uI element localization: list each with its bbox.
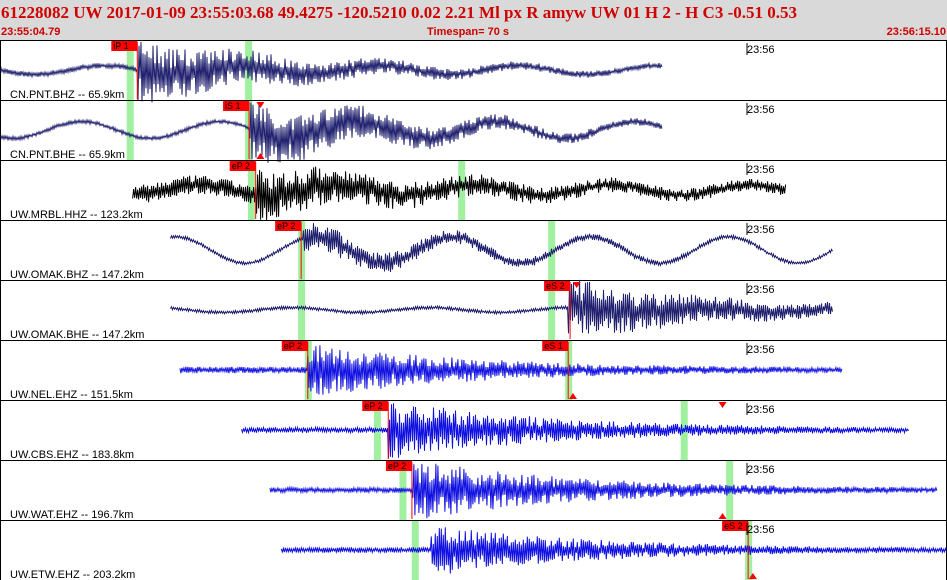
minute-tick-label: 23:56	[747, 104, 775, 116]
station-channel-label: UW.OMAK.BHZ -- 147.2km	[10, 269, 144, 281]
minute-tick-label: 23:56	[747, 44, 775, 56]
minute-tick-label: 23:56	[747, 464, 775, 476]
phase-pick-label: eS 2	[546, 281, 565, 291]
event-summary-title: 61228082 UW 2017-01-09 23:55:03.68 49.42…	[1, 3, 797, 22]
pick-window-band	[411, 521, 419, 580]
phase-pick-flag[interactable]	[111, 41, 138, 51]
station-channel-label: UW.OMAK.BHE -- 147.2km	[10, 329, 144, 341]
window-start-time: 23:55:04.79	[1, 26, 61, 38]
polarity-up-marker	[256, 153, 265, 159]
waveform-trace	[170, 279, 833, 334]
station-channel-label: UW.CBS.EHZ -- 183.8km	[10, 449, 134, 461]
phase-pick-label: eS 1	[544, 341, 563, 351]
trace-row[interactable]: iS 1 23:56 CN.PNT.BHE -- 65.9km	[0, 101, 947, 163]
phase-pick-flag[interactable]	[362, 401, 389, 411]
minute-tick-label: 23:56	[747, 524, 775, 536]
polarity-down-marker	[718, 402, 727, 408]
phase-pick-flag[interactable]	[275, 221, 302, 231]
trace-row[interactable]: eS 2 23:56 UW.ETW.EHZ -- 203.2km	[0, 521, 947, 580]
phase-pick-label: eS 2	[724, 521, 743, 531]
waveform-trace	[241, 403, 909, 459]
phase-pick-flag[interactable]	[544, 281, 571, 291]
trace-row[interactable]: eP 2 23:56 UW.WAT.EHZ -- 196.7km	[0, 461, 947, 521]
waveform-trace	[280, 527, 947, 574]
polarity-up-marker	[718, 513, 727, 519]
pick-window-band	[458, 161, 466, 220]
minute-tick-label: 23:56	[747, 344, 775, 356]
trace-row[interactable]: eP 2 23:56 UW.OMAK.BHZ -- 147.2km	[0, 221, 947, 281]
trace-row[interactable]: eP 2 23:56 UW.MRBL.HHZ -- 123.2km	[0, 161, 947, 221]
phase-pick-label: eP 2	[232, 161, 250, 171]
polarity-down-marker	[256, 102, 265, 108]
waveform-trace	[269, 463, 938, 519]
timespan-label: Timespan= 70 s	[427, 26, 510, 38]
minute-tick-label: 23:56	[747, 284, 775, 296]
phase-pick-label: eP 2	[277, 221, 295, 231]
pick-window-band	[548, 281, 556, 340]
waveform-trace	[0, 102, 663, 163]
trace-row[interactable]: eP 2 23:56 UW.CBS.EHZ -- 183.8km	[0, 401, 947, 461]
minute-tick-label: 23:56	[747, 404, 775, 416]
phase-pick-flag[interactable]	[281, 341, 308, 351]
waveform-trace	[170, 223, 833, 273]
phase-pick-label: iS 1	[225, 101, 241, 111]
station-channel-label: UW.NEL.EHZ -- 151.5km	[10, 389, 133, 401]
phase-pick-flag[interactable]	[385, 461, 412, 471]
waveform-trace	[179, 345, 843, 395]
pick-window-band	[373, 401, 381, 460]
phase-pick-flag[interactable]	[229, 161, 256, 171]
station-channel-label: CN.PNT.BHZ -- 65.9km	[10, 89, 124, 101]
phase-pick-label: eP 2	[364, 401, 382, 411]
polarity-down-marker	[572, 282, 581, 288]
pick-window-band	[298, 281, 306, 340]
trace-row[interactable]: eS 2 23:56 UW.OMAK.BHE -- 147.2km	[0, 279, 947, 341]
phase-pick-flag[interactable]	[223, 101, 250, 111]
trace-row[interactable]: iP 1 23:56 CN.PNT.BHZ -- 65.9km	[0, 41, 947, 103]
phase-pick-flag[interactable]	[542, 341, 569, 351]
pick-window-band	[247, 161, 255, 220]
polarity-up-marker	[568, 393, 577, 399]
station-channel-label: UW.WAT.EHZ -- 196.7km	[10, 509, 133, 521]
waveform-trace	[0, 41, 663, 103]
phase-pick-label: iP 1	[113, 41, 128, 51]
phase-pick-label: eP 2	[284, 341, 302, 351]
seismogram-panel[interactable]: iP 1 23:56 CN.PNT.BHZ -- 65.9km iS 1 23:56 CN…	[0, 40, 947, 580]
station-channel-label: UW.MRBL.HHZ -- 123.2km	[10, 209, 143, 221]
phase-pick-label: eP 2	[388, 461, 406, 471]
window-end-time: 23:56:15.10	[886, 26, 946, 38]
pick-window-band	[126, 41, 134, 100]
phase-pick-flag[interactable]	[722, 521, 749, 531]
event-header: 61228082 UW 2017-01-09 23:55:03.68 49.42…	[0, 0, 947, 40]
station-channel-label: CN.PNT.BHE -- 65.9km	[10, 149, 125, 161]
station-channel-label: UW.ETW.EHZ -- 203.2km	[10, 569, 135, 580]
trace-row[interactable]: eP 2 eS 1 23:56 UW.NEL.EHZ -- 151.5km	[0, 341, 947, 401]
polarity-up-marker	[748, 573, 757, 579]
minute-tick-label: 23:56	[747, 164, 775, 176]
pick-window-band	[126, 101, 134, 160]
waveform-trace	[132, 166, 787, 221]
minute-tick-label: 23:56	[747, 224, 775, 236]
